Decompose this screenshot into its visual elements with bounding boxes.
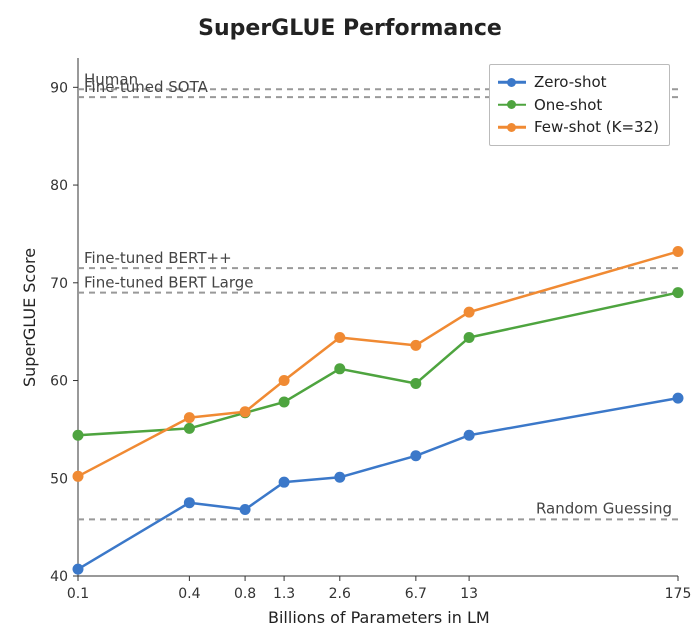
x-tick-label: 0.1: [67, 586, 89, 602]
series-marker: [73, 430, 84, 441]
y-tick-label: 40: [50, 569, 68, 585]
series-marker: [410, 450, 421, 461]
series-marker: [240, 504, 251, 515]
y-tick-label: 50: [50, 471, 68, 487]
x-tick-label: 1.3: [273, 586, 295, 602]
legend-label: One-shot: [534, 94, 602, 117]
series-marker: [279, 397, 290, 408]
series-marker: [279, 477, 290, 488]
series-marker: [464, 307, 475, 318]
legend-label: Zero-shot: [534, 71, 607, 94]
series-marker: [410, 378, 421, 389]
chart-container: SuperGLUE Performance 4050607080900.10.4…: [0, 0, 700, 635]
x-tick-label: 175: [665, 586, 692, 602]
legend-label: Few-shot (K=32): [534, 116, 659, 139]
series-marker: [464, 332, 475, 343]
series-marker: [673, 393, 684, 404]
x-tick-label: 2.6: [329, 586, 351, 602]
x-tick-label: 6.7: [405, 586, 427, 602]
legend-item: Zero-shot: [498, 71, 659, 94]
x-tick-label: 13: [460, 586, 478, 602]
y-axis-label: SuperGLUE Score: [20, 248, 39, 387]
legend-item: One-shot: [498, 94, 659, 117]
legend-swatch: [498, 98, 526, 112]
legend: Zero-shotOne-shotFew-shot (K=32): [489, 64, 670, 146]
legend-swatch: [498, 120, 526, 134]
legend-swatch: [498, 75, 526, 89]
series-marker: [184, 412, 195, 423]
series-marker: [73, 471, 84, 482]
series-marker: [410, 340, 421, 351]
reference-label: Fine-tuned BERT++: [84, 249, 232, 267]
x-axis-label: Billions of Parameters in LM: [268, 608, 490, 627]
reference-label: Fine-tuned SOTA: [84, 78, 209, 96]
x-tick-label: 0.4: [178, 586, 200, 602]
y-tick-label: 70: [50, 276, 68, 292]
reference-label: Random Guessing: [536, 499, 672, 517]
y-tick-label: 60: [50, 374, 68, 390]
series-marker: [334, 472, 345, 483]
series-marker: [673, 287, 684, 298]
legend-item: Few-shot (K=32): [498, 116, 659, 139]
x-tick-label: 0.8: [234, 586, 256, 602]
series-marker: [464, 430, 475, 441]
series-marker: [184, 497, 195, 508]
series-marker: [279, 375, 290, 386]
series-marker: [334, 332, 345, 343]
y-tick-label: 80: [50, 178, 68, 194]
reference-label: Fine-tuned BERT Large: [84, 274, 254, 292]
series-marker: [334, 363, 345, 374]
series-marker: [673, 246, 684, 257]
y-tick-label: 90: [50, 80, 68, 96]
series-marker: [240, 406, 251, 417]
series-marker: [73, 564, 84, 575]
series-marker: [184, 423, 195, 434]
